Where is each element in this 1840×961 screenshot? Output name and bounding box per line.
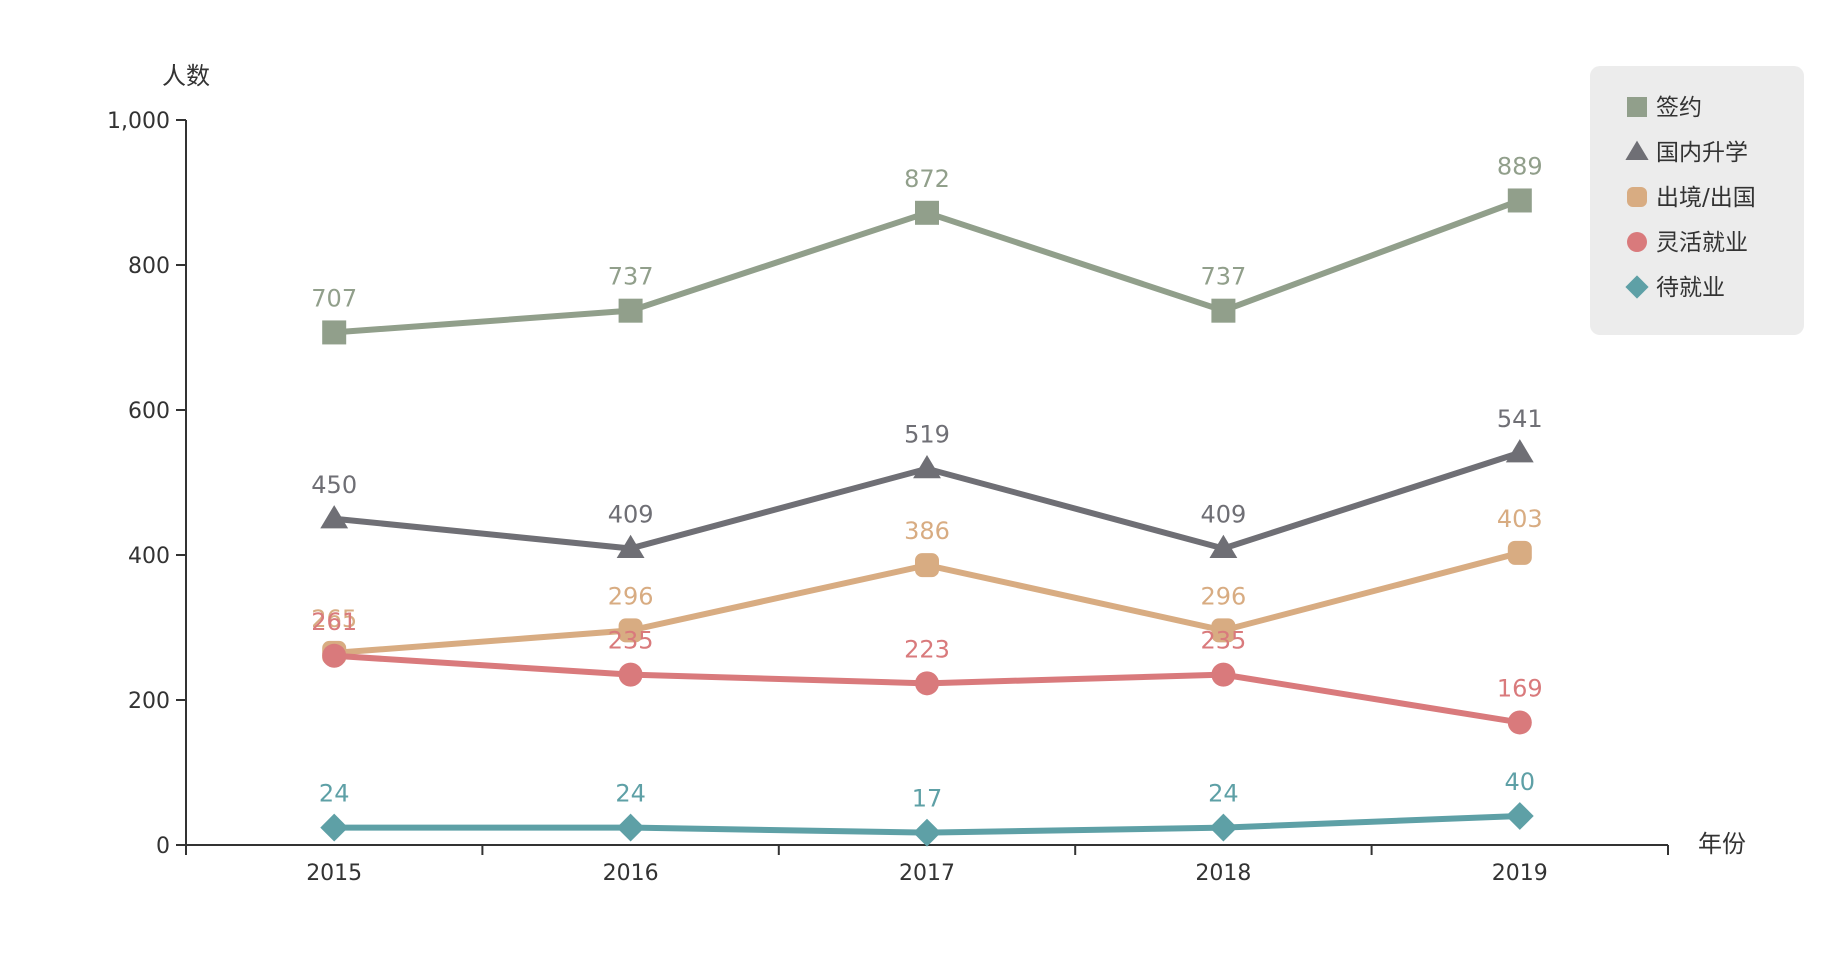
series-4 — [322, 643, 1532, 735]
data-point — [913, 455, 941, 479]
legend-label: 待就业 — [1656, 275, 1725, 301]
data-point — [322, 643, 347, 668]
data-point — [1211, 662, 1236, 687]
legend-item[interactable]: 灵活就业 — [1627, 230, 1748, 256]
data-point — [1209, 534, 1238, 559]
data-label: 519 — [904, 421, 950, 449]
y-axis-title: 人数 — [162, 62, 210, 90]
x-ticks: 2015 2016 2017 2018 2019 — [185, 845, 1669, 886]
legend-marker — [1627, 187, 1647, 207]
data-label: 386 — [904, 517, 950, 545]
legend-marker — [1627, 97, 1647, 117]
legend-label: 签约 — [1656, 95, 1702, 121]
y-tick-label: 1,000 — [107, 109, 170, 134]
data-point — [320, 505, 349, 529]
data-point — [1507, 710, 1532, 735]
data-label: 17 — [912, 785, 943, 813]
data-point — [1211, 618, 1236, 643]
y-tick-label: 200 — [128, 689, 170, 714]
legend-marker — [1627, 232, 1647, 252]
data-point — [322, 320, 347, 345]
data-label: 24 — [615, 780, 646, 808]
y-tick-label: 600 — [128, 399, 170, 424]
x-axis-title: 年份 — [1698, 830, 1746, 858]
legend-item[interactable]: 出境/出国 — [1627, 185, 1756, 211]
legend-item[interactable]: 签约 — [1627, 95, 1702, 121]
x-tick-label: 2015 — [306, 861, 362, 886]
legend-marker — [1625, 275, 1649, 299]
legend-item[interactable]: 国内升学 — [1625, 140, 1748, 166]
data-point — [915, 200, 939, 225]
x-tick-label: 2018 — [1195, 861, 1251, 886]
legend-label: 出境/出国 — [1656, 185, 1756, 211]
legend-label: 国内升学 — [1656, 140, 1748, 166]
data-point — [320, 813, 349, 842]
data-label: 265 — [311, 605, 357, 633]
y-tick-label: 0 — [156, 834, 170, 859]
data-point — [618, 662, 643, 687]
data-point — [1507, 540, 1532, 565]
data-label: 737 — [1200, 263, 1246, 291]
legend-label: 灵活就业 — [1656, 230, 1748, 256]
series-3 — [322, 540, 1532, 665]
x-tick-label: 2019 — [1492, 861, 1548, 886]
y-tick-label: 400 — [128, 544, 170, 569]
series-group — [320, 188, 1534, 847]
x-tick-label: 2017 — [899, 861, 955, 886]
data-point — [915, 553, 939, 578]
data-label: 169 — [1497, 674, 1543, 702]
data-point — [616, 813, 645, 842]
data-point — [1211, 298, 1236, 323]
data-label: 403 — [1497, 505, 1543, 533]
legend-item[interactable]: 待就业 — [1625, 275, 1725, 301]
data-point — [618, 298, 643, 323]
data-label: 235 — [1200, 627, 1246, 655]
data-label: 24 — [319, 780, 350, 808]
legend-marker — [1625, 140, 1649, 160]
data-label: 235 — [608, 627, 654, 655]
data-labels: 707 737 872 737 889 450 409 519 409 541 265 296 386 2… — [311, 152, 1542, 812]
legend-background — [1590, 66, 1804, 335]
data-label: 409 — [1200, 500, 1246, 528]
data-label: 24 — [1208, 780, 1239, 808]
data-point — [913, 818, 941, 847]
data-label: 707 — [311, 284, 357, 312]
data-label: 261 — [311, 608, 357, 636]
y-ticks: 0 200 400 600 800 1,000 — [107, 109, 186, 859]
x-tick-label: 2016 — [603, 861, 659, 886]
data-label: 541 — [1497, 405, 1543, 433]
series-2 — [320, 439, 1534, 559]
data-label: 409 — [608, 500, 654, 528]
data-label: 40 — [1505, 768, 1536, 796]
data-point — [618, 618, 643, 643]
data-label: 872 — [904, 165, 950, 193]
data-point — [1209, 813, 1238, 842]
data-point — [1505, 802, 1534, 830]
data-point — [1507, 188, 1532, 213]
data-label: 889 — [1497, 152, 1543, 180]
data-label: 450 — [311, 471, 357, 499]
series-1 — [322, 188, 1532, 345]
data-label: 737 — [608, 263, 654, 291]
data-point — [915, 671, 939, 696]
data-label: 223 — [904, 635, 950, 663]
series-5 — [320, 802, 1534, 847]
data-point — [616, 534, 645, 559]
data-label: 296 — [1200, 582, 1246, 610]
data-point — [1505, 439, 1534, 463]
y-tick-label: 800 — [128, 254, 170, 279]
data-label: 296 — [608, 582, 654, 610]
